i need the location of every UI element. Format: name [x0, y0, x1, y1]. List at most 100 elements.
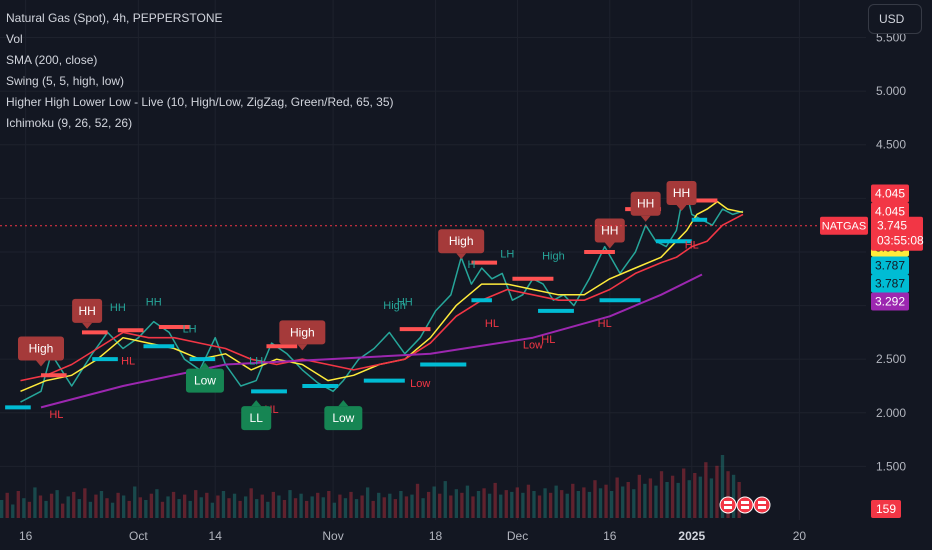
x-tick-label: 20 [793, 529, 807, 543]
annotation-label: High [542, 250, 565, 262]
volume-bar [415, 483, 420, 518]
last-price-countdown: 03:55:08 [877, 234, 924, 248]
y-tick-label: 5.500 [876, 31, 906, 45]
volume-bar [443, 481, 447, 518]
volume-bar [304, 500, 309, 518]
volume-bar [670, 475, 675, 518]
swing-label-pointer [251, 400, 262, 407]
legend-sma[interactable]: SMA (200, close) [6, 53, 98, 67]
volume-bar [5, 492, 9, 518]
volume-bar [377, 492, 381, 518]
legend-hhll[interactable]: Higher High Lower Low - Live (10, High/L… [6, 95, 394, 109]
volume-bar [582, 487, 586, 518]
annotation-label: HL [541, 334, 555, 346]
x-tick-label: 16 [603, 529, 617, 543]
swing-label-pointer [676, 204, 687, 211]
volume-bar [632, 489, 636, 518]
volume-bar [310, 496, 314, 518]
volume-bar [144, 500, 148, 518]
symbol-tag: NATGAS [820, 216, 868, 235]
volume-bar [687, 480, 691, 518]
swing-label-text: HH [78, 304, 95, 318]
volume-bar [676, 482, 680, 518]
flag-stripe [758, 501, 766, 504]
volume-bar [227, 498, 231, 518]
flag-circle [736, 496, 754, 514]
volume-bar [354, 499, 359, 518]
volume-bar [438, 493, 442, 518]
volume-bar [27, 501, 32, 518]
currency-selector[interactable]: USD [868, 4, 922, 34]
x-tick-label: 14 [209, 529, 223, 543]
volume-bar [199, 497, 203, 518]
series-line-sma [40, 273, 703, 409]
legend-symbol[interactable]: Natural Gas (Spot), 4h, PEPPERSTONE [6, 11, 223, 25]
swing-label-box [185, 368, 224, 393]
swing-label-text: HH [637, 197, 654, 211]
volume-bar [665, 482, 669, 518]
volume-bar [216, 495, 220, 518]
volume-badge-label: 159 [876, 502, 896, 516]
volume-bar [626, 482, 630, 518]
volume-bar [99, 491, 104, 518]
price-badge: 3.292 [871, 292, 909, 311]
legend-ichimoku[interactable]: Ichimoku (9, 26, 52, 26) [6, 116, 133, 130]
volume-bar [388, 493, 392, 518]
last-price-bg [871, 216, 923, 251]
swing-label-pointer [640, 215, 651, 222]
volume-bar [110, 502, 115, 518]
volume-bar [66, 496, 70, 518]
flag-stripe [724, 506, 732, 509]
chart-legend: Natural Gas (Spot), 4h, PEPPERSTONE Vol … [6, 8, 394, 134]
volume-bar [255, 499, 259, 518]
volume-bar [49, 493, 54, 518]
price-badge-label: 3.787 [875, 277, 905, 291]
volume-bar [349, 491, 353, 518]
flag-stripe [758, 506, 766, 509]
volume-bar [476, 491, 481, 518]
legend-swing[interactable]: Swing (5, 5, high, low) [6, 74, 125, 88]
volume-bar [637, 474, 641, 518]
swing-label-pointer [297, 344, 308, 351]
volume-bar [149, 493, 154, 518]
volume-bar [609, 491, 614, 518]
volume-bar [332, 502, 337, 518]
volume-bar [615, 477, 619, 518]
swing-label-pointer [338, 400, 349, 407]
volume-bar [621, 486, 625, 518]
volume-bar [499, 494, 503, 518]
volume-bar [88, 501, 93, 518]
x-tick-label: 16 [19, 529, 33, 543]
swing-label-box [241, 406, 272, 431]
swing-label-low: Low [324, 400, 363, 431]
x-tick-label: 18 [429, 529, 443, 543]
volume-bar [537, 495, 542, 518]
volume-bar [365, 487, 370, 518]
volume-bar [232, 493, 237, 518]
swing-label-text: High [290, 325, 315, 339]
volume-bar [504, 490, 508, 518]
annotation-label: Low [523, 339, 543, 351]
volume-bar [426, 491, 431, 518]
volume-bar [521, 492, 525, 518]
flag-circle [753, 496, 771, 514]
x-tick-label: Dec [507, 529, 528, 543]
volume-bar [587, 491, 592, 518]
swing-label-box [279, 320, 326, 345]
volume-bar [155, 489, 159, 518]
volume-bar [16, 491, 20, 518]
volume-bar [327, 491, 331, 518]
y-tick-label: 5.000 [876, 84, 906, 98]
annotation-label: LH [500, 248, 514, 260]
price-badge-label: 4.045 [875, 205, 905, 219]
legend-volume[interactable]: Vol [6, 32, 23, 46]
annotation-label: HL [685, 240, 699, 252]
y-tick-label: 1.500 [876, 459, 906, 473]
swing-label-text: High [29, 341, 54, 355]
volume-bar [543, 488, 547, 518]
volume-bar [249, 488, 253, 518]
volume-bar [299, 493, 303, 518]
volume-bar [449, 495, 453, 518]
y-tick-label: 2.000 [876, 406, 906, 420]
